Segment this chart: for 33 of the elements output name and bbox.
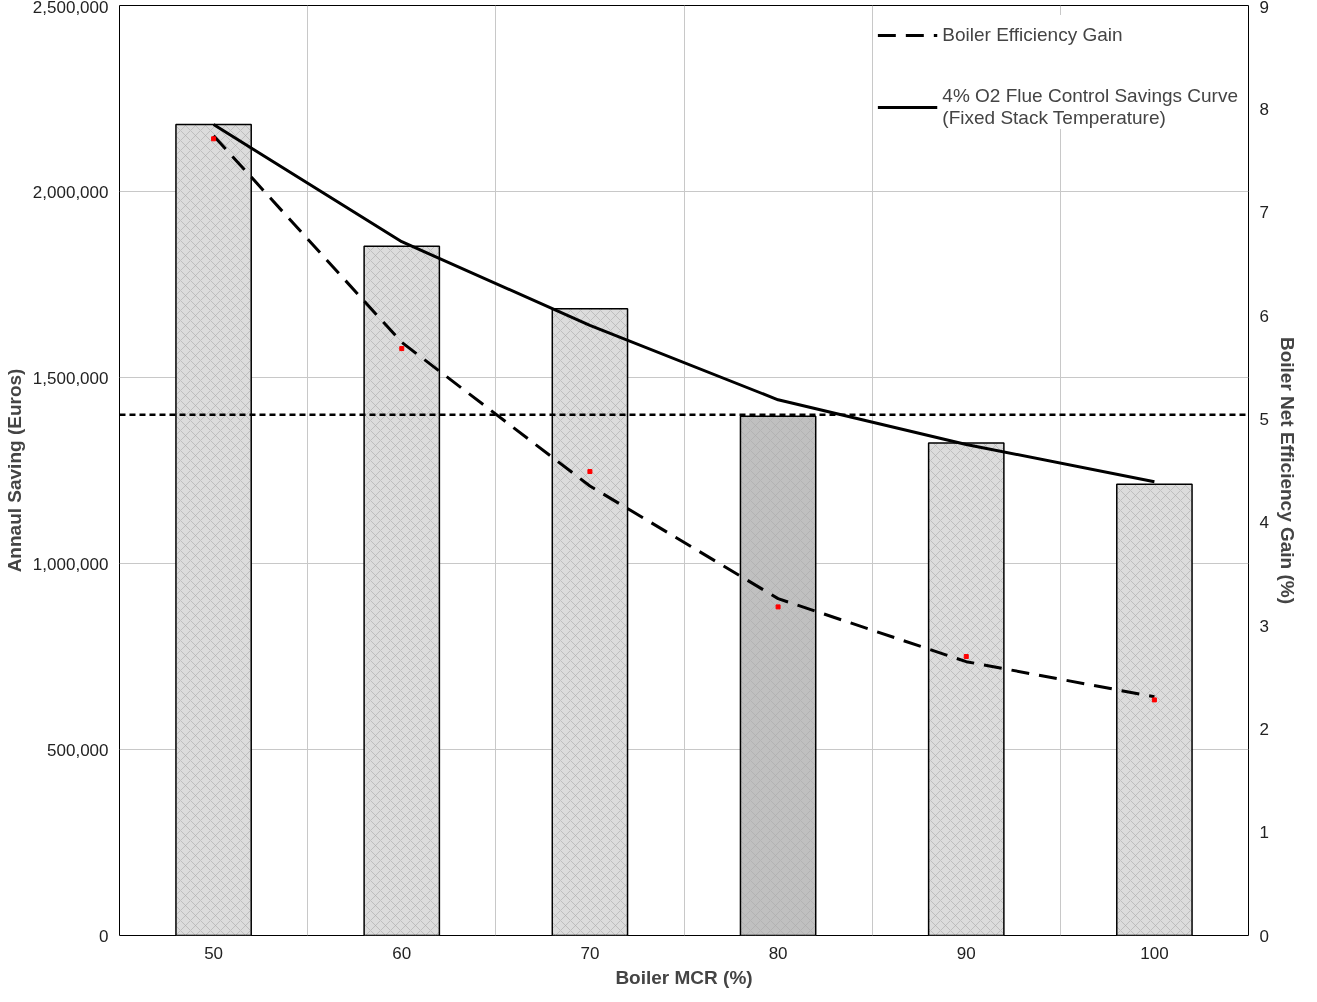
- x-tick-label: 80: [768, 943, 788, 963]
- x-tick-label: 50: [204, 943, 224, 963]
- y2-tick-label: 2: [1259, 719, 1269, 739]
- x-tick-label: 100: [1140, 943, 1169, 963]
- y2-tick-label: 0: [1259, 926, 1269, 946]
- y2-tick-label: 7: [1259, 203, 1269, 223]
- y2-tick-label: 4: [1259, 513, 1269, 533]
- y-tick-label: 1,000,000: [32, 554, 109, 574]
- x-tick-label: 90: [956, 943, 976, 963]
- y2-tick-label: 8: [1259, 99, 1269, 119]
- y-tick-label: 2,000,000: [32, 182, 109, 202]
- y2-tick-label: 5: [1259, 409, 1269, 429]
- x-tick-label: 60: [392, 943, 412, 963]
- y2-axis-title: Boiler Net Efficiency Gain (%): [1276, 336, 1298, 605]
- legend-label: Boiler Efficiency Gain: [942, 23, 1123, 47]
- point: [211, 136, 217, 142]
- point: [963, 654, 969, 659]
- y-tick-label: 1,500,000: [32, 368, 109, 388]
- point: [775, 604, 781, 610]
- y-axis-title: Annaul Saving (Euros): [3, 368, 25, 573]
- y2-tick-label: 9: [1259, 0, 1269, 17]
- point: [399, 346, 405, 352]
- x-tick-label: 70: [580, 943, 600, 963]
- point: [587, 469, 593, 475]
- y2-tick-label: 1: [1259, 823, 1269, 843]
- y2-tick-label: 6: [1259, 306, 1269, 326]
- y-tick-label: 500,000: [47, 740, 109, 760]
- y2-tick-label: 3: [1259, 616, 1269, 636]
- y-tick-label: 0: [99, 926, 109, 946]
- x-axis-title: Boiler MCR (%): [615, 966, 753, 988]
- y-tick-label: 2,500,000: [32, 0, 109, 17]
- point: [1151, 697, 1157, 703]
- legend-label: 4% O2 Flue Control Savings Curve (Fixed Stack Temperature): [942, 85, 1238, 129]
